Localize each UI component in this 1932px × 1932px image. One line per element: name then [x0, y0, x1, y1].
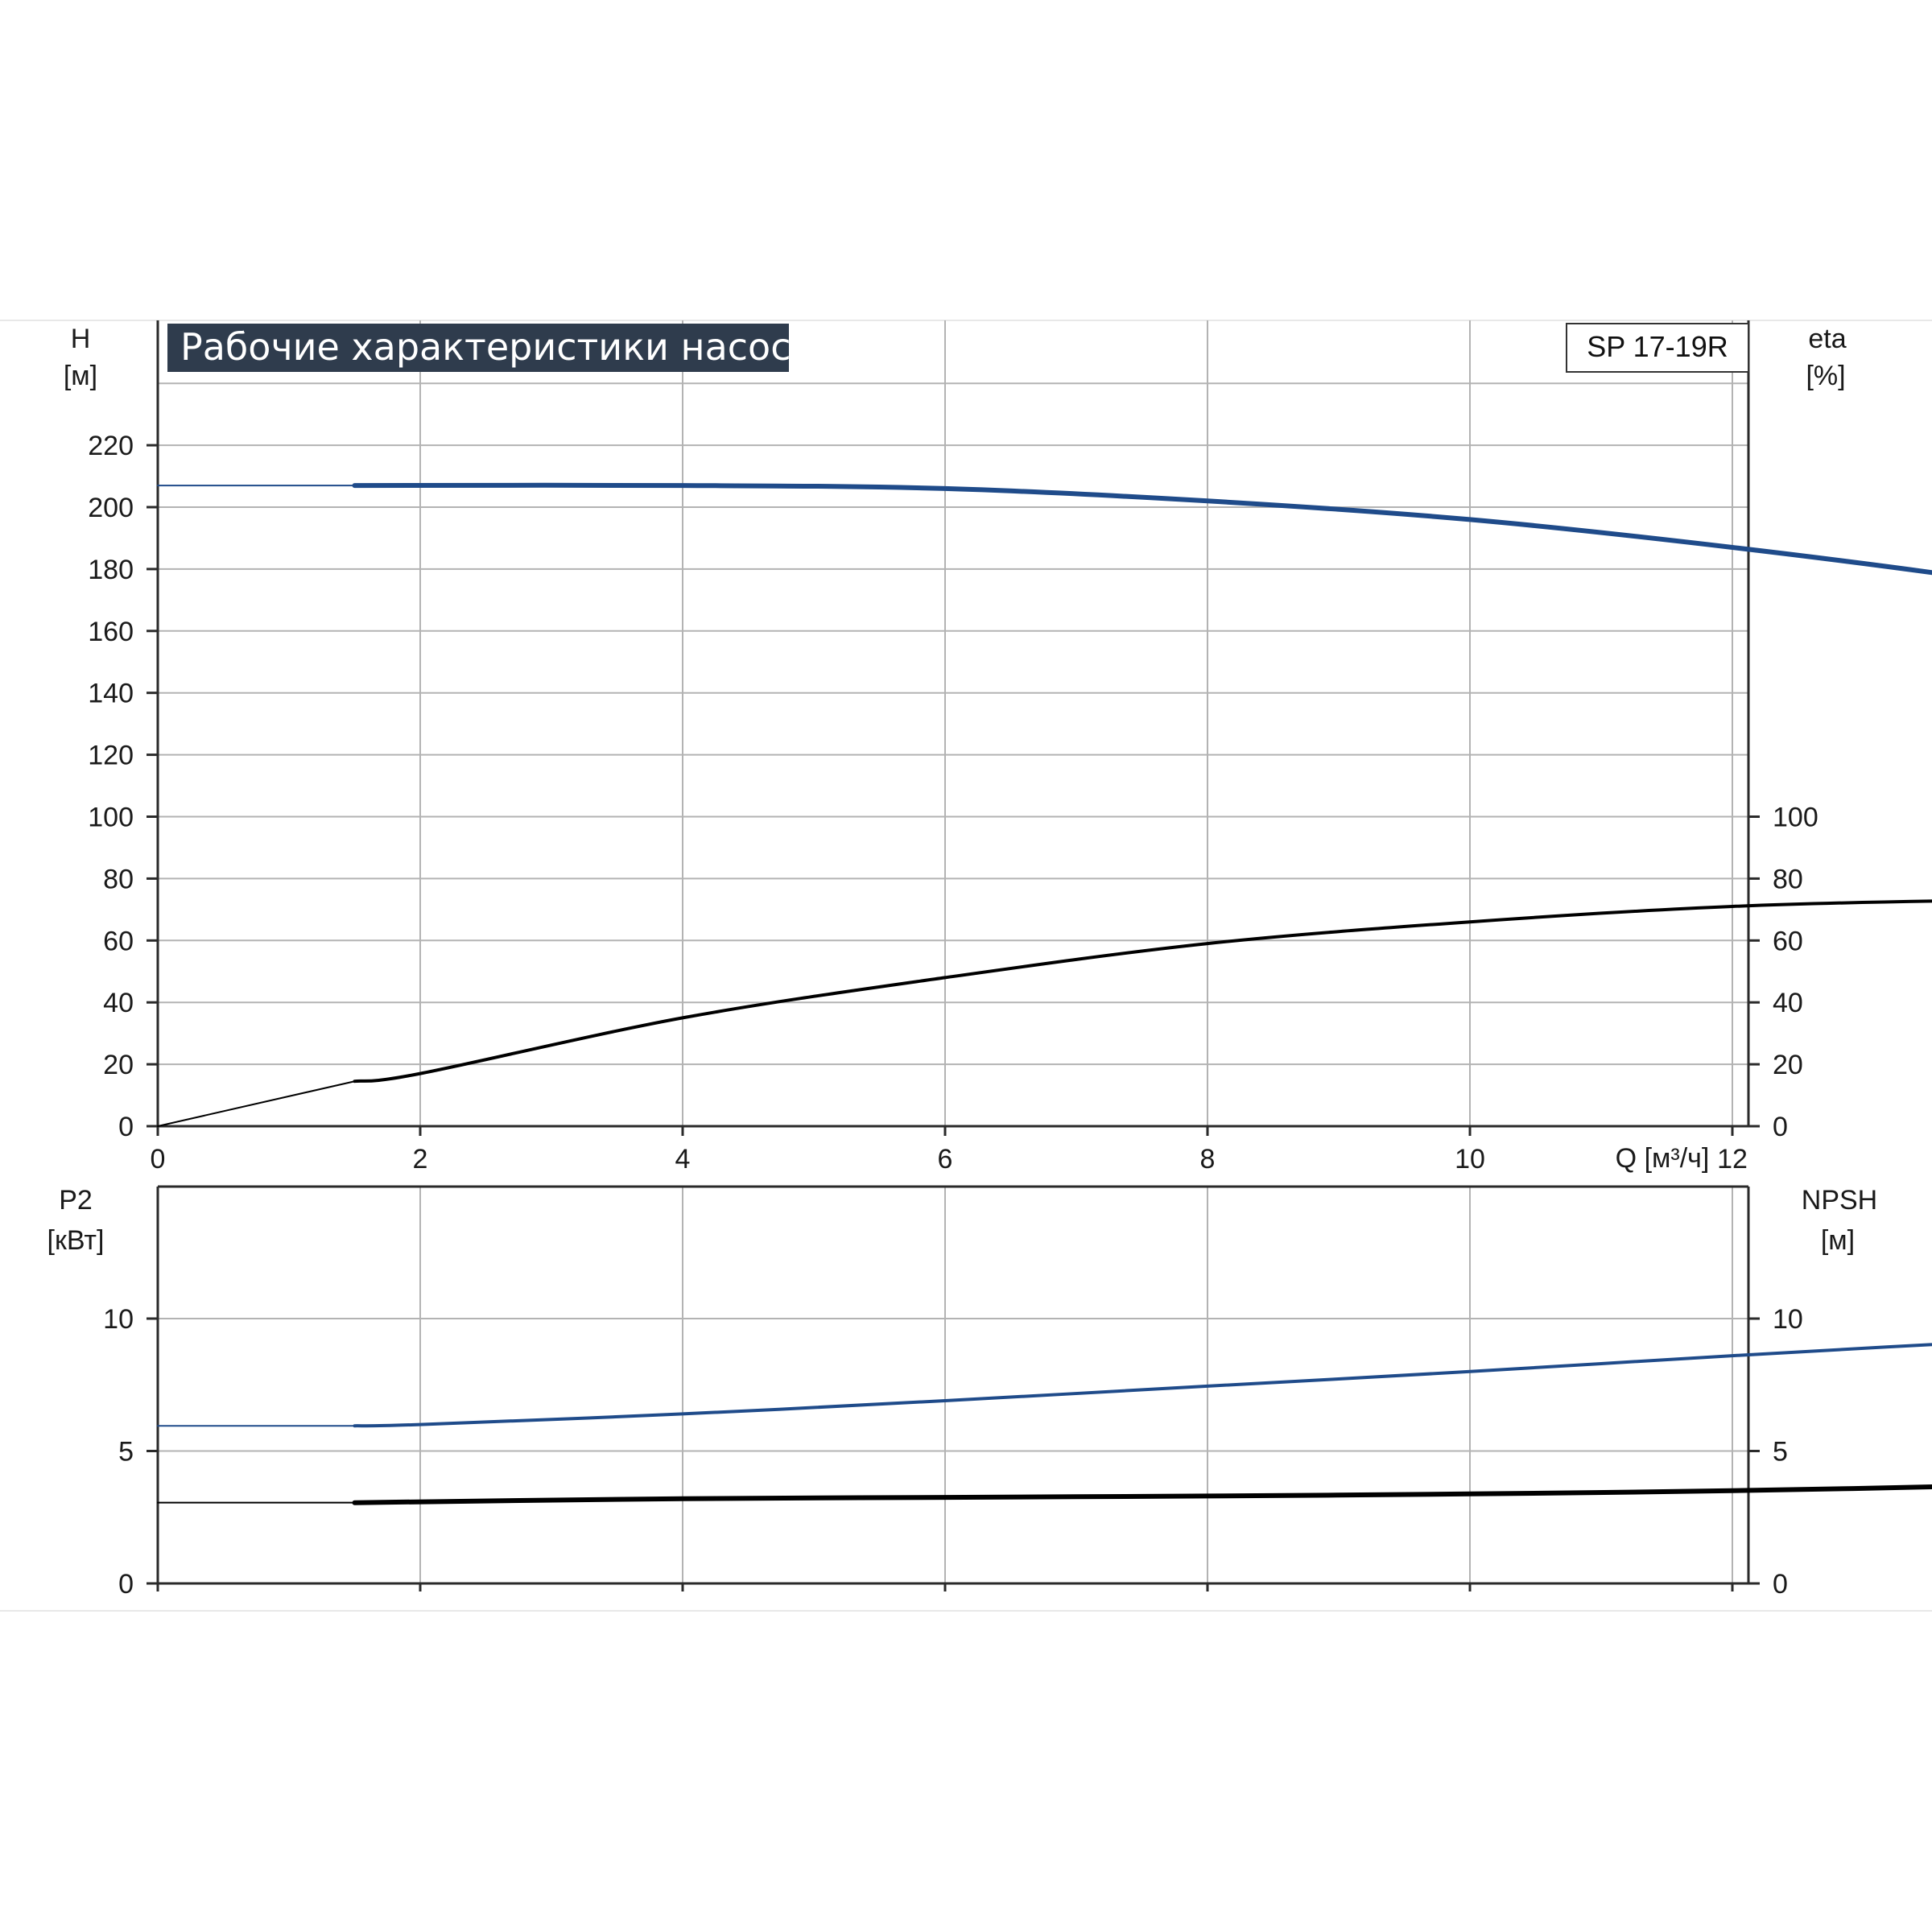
top-grid — [158, 320, 1748, 1126]
model-label: SP 17-19R — [1587, 330, 1728, 363]
top-left-tick-label: 220 — [88, 431, 134, 461]
q-tick-label: 2 — [413, 1144, 428, 1174]
p2-axis-unit: [кВт] — [47, 1225, 105, 1256]
top-right-tick-label: 20 — [1773, 1050, 1803, 1080]
bottom-right-tick-label: 5 — [1773, 1437, 1788, 1468]
top-left-tick-label: 0 — [118, 1112, 134, 1142]
q-tick-label: 0 — [151, 1144, 166, 1174]
bottom-left-tick-label: 5 — [118, 1437, 134, 1468]
p2-axis-label: P2 — [59, 1185, 93, 1216]
q-tick-label: 8 — [1200, 1144, 1216, 1174]
h-axis-label: H — [71, 324, 91, 354]
top-right-tick-label: 100 — [1773, 803, 1818, 833]
top-left-tick-label: 80 — [103, 864, 134, 894]
efficiency-curve — [353, 899, 1932, 1084]
top-right-tick-label: 40 — [1773, 988, 1803, 1018]
bottom-grid — [158, 1187, 1748, 1583]
q-tick-label: 10 — [1455, 1144, 1485, 1174]
eta-axis-ticks: 0 20 40 60 80 100 — [1748, 803, 1818, 1142]
top-frame — [156, 320, 1750, 1128]
npsh-axis-label: NPSH — [1802, 1185, 1877, 1216]
q-tick-label: 6 — [938, 1144, 953, 1174]
top-right-tick-label: 80 — [1773, 864, 1803, 894]
power-curve — [353, 1343, 1932, 1428]
model-box — [1566, 323, 1749, 373]
top-curves — [157, 482, 1932, 1127]
bottom-left-tick-label: 10 — [103, 1304, 134, 1335]
top-left-tick-label: 200 — [88, 493, 134, 523]
bottom-right-tick-label: 0 — [1773, 1569, 1788, 1600]
q-tick-label: 12 — [1717, 1144, 1748, 1174]
top-left-tick-label: 180 — [88, 555, 134, 585]
bottom-panel: 0 5 10 0 5 10 — [103, 1185, 1932, 1600]
bottom-frame — [156, 1185, 1750, 1591]
top-right-tick-label: 0 — [1773, 1112, 1788, 1142]
top-left-tick-label: 40 — [103, 988, 134, 1018]
bottom-left-tick-label: 0 — [118, 1569, 134, 1600]
npsh-axis-unit: [м] — [1821, 1225, 1855, 1256]
q-tick-label: 4 — [675, 1144, 691, 1174]
top-left-tick-label: 100 — [88, 803, 134, 833]
npsh-axis-ticks: 0 5 10 — [1748, 1304, 1803, 1600]
bottom-curves — [157, 1343, 1932, 1505]
title-banner — [167, 324, 789, 372]
top-left-tick-label: 160 — [88, 617, 134, 647]
q-axis-ticks: 02468101214161820 — [151, 1126, 1748, 1174]
h-axis-unit: [м] — [64, 361, 97, 391]
bottom-right-tick-label: 10 — [1773, 1304, 1803, 1335]
npsh-curve — [352, 1484, 1932, 1505]
chart-title: Рабочие характеристики насоса — [180, 325, 814, 369]
head-curve — [352, 482, 1932, 576]
p2-axis-ticks: 0 5 10 — [103, 1304, 158, 1600]
eta-axis-unit: [%] — [1806, 361, 1845, 391]
q-axis-label: Q [м³/ч] — [1616, 1143, 1710, 1174]
h-axis-ticks: 0 20 40 60 80 100 120 140 160 180 200 220 — [88, 431, 158, 1142]
top-left-tick-label: 20 — [103, 1050, 134, 1080]
top-left-tick-label: 120 — [88, 741, 134, 771]
top-left-tick-label: 60 — [103, 926, 134, 956]
eta-axis-label: eta — [1808, 324, 1846, 354]
top-left-tick-label: 140 — [88, 679, 134, 709]
efficiency-curve-lead-in — [157, 1080, 356, 1127]
top-right-tick-label: 60 — [1773, 926, 1803, 956]
